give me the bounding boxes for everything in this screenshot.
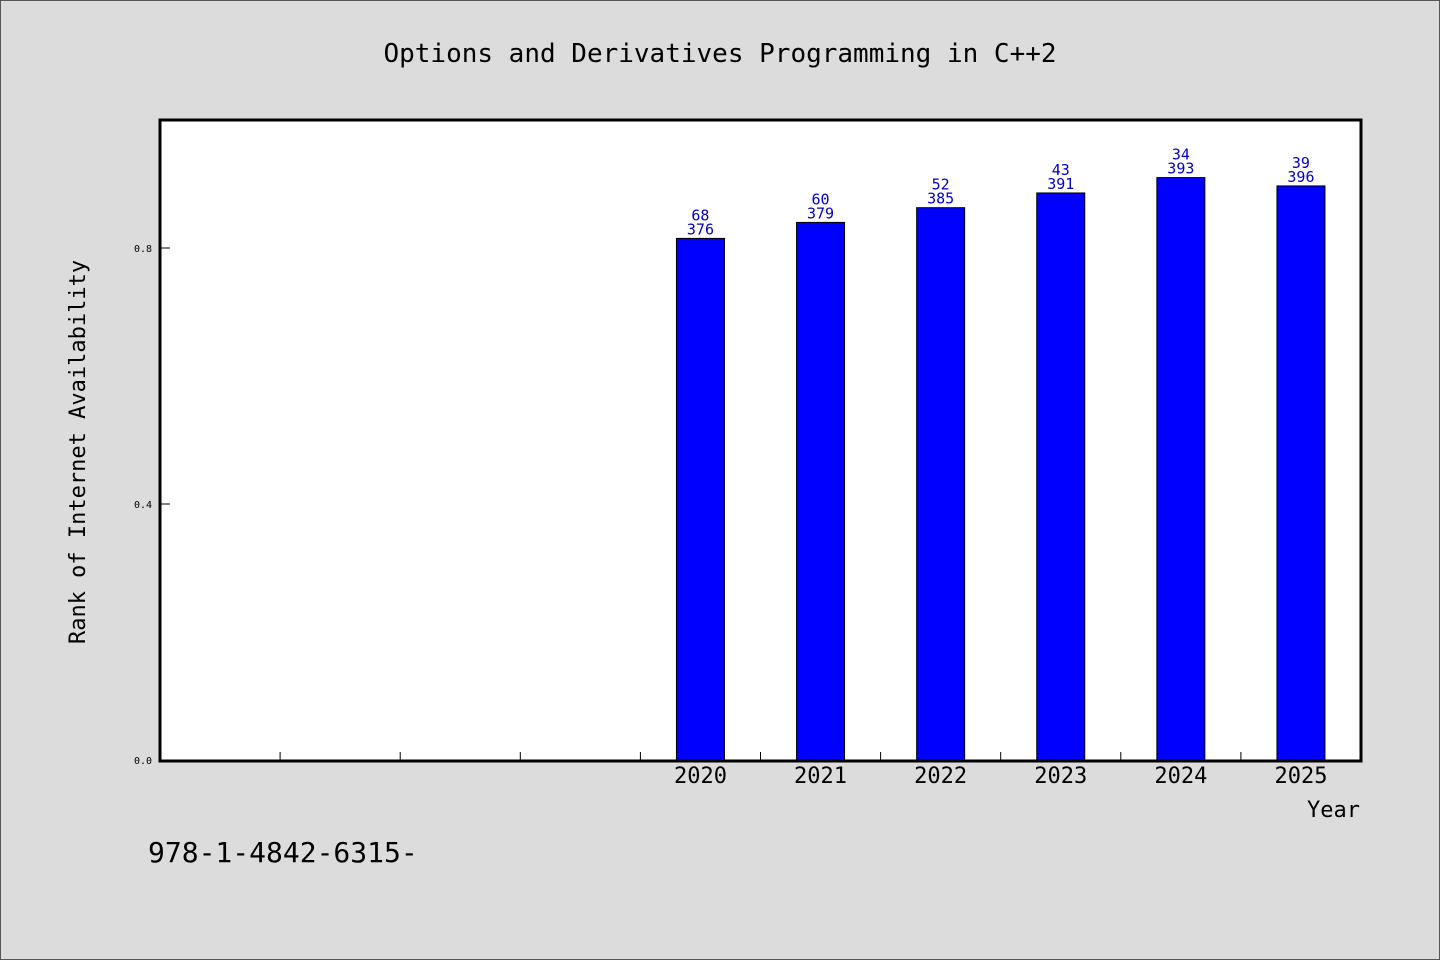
bar-data-label: 39 <box>1292 154 1310 172</box>
footer-isbn-text: 978-1-4842-6315- <box>148 836 418 869</box>
plot-border <box>158 118 1363 763</box>
y-tick-label: 0.4 <box>134 500 152 511</box>
bar-data-label: 376 <box>687 220 714 238</box>
bar-data-label: 34 <box>1172 146 1190 164</box>
x-tick-label: 2020 <box>674 764 727 789</box>
x-tick-label: 2023 <box>1034 764 1087 789</box>
bar-2021 <box>796 221 846 761</box>
ticks-layer: 0.0 0.4 0.8 2020 2021 2022 2023 2024 2025 <box>134 244 1328 789</box>
bar-2024 <box>1156 177 1206 761</box>
y-tick-label: 0.0 <box>134 756 152 767</box>
bar-data-label: 391 <box>1047 175 1074 193</box>
bars-layer <box>675 177 1326 761</box>
x-axis-title: Year <box>1307 798 1360 823</box>
bar-data-label: 52 <box>932 176 950 194</box>
x-tick-label: 2022 <box>914 764 967 789</box>
bar-data-label: 396 <box>1287 168 1314 186</box>
y-tick-label: 0.8 <box>134 244 152 255</box>
chart-title: Options and Derivatives Programming in C… <box>383 39 1056 69</box>
bar-data-label: 379 <box>807 204 834 222</box>
bar-data-label: 68 <box>691 206 709 224</box>
bar-2022 <box>916 207 966 761</box>
bar-2023 <box>1036 192 1086 761</box>
bar-data-label: 385 <box>927 190 954 208</box>
bar-data-label: 43 <box>1052 161 1070 179</box>
y-axis-title: Rank of Internet Availability <box>66 260 91 644</box>
bar-data-label: 393 <box>1167 160 1194 178</box>
bar-2025 <box>1276 185 1326 761</box>
x-tick-label: 2025 <box>1274 764 1327 789</box>
bar-data-label: 60 <box>812 190 830 208</box>
bar-2020 <box>675 237 725 761</box>
x-tick-label: 2024 <box>1154 764 1207 789</box>
x-tick-label: 2021 <box>794 764 847 789</box>
